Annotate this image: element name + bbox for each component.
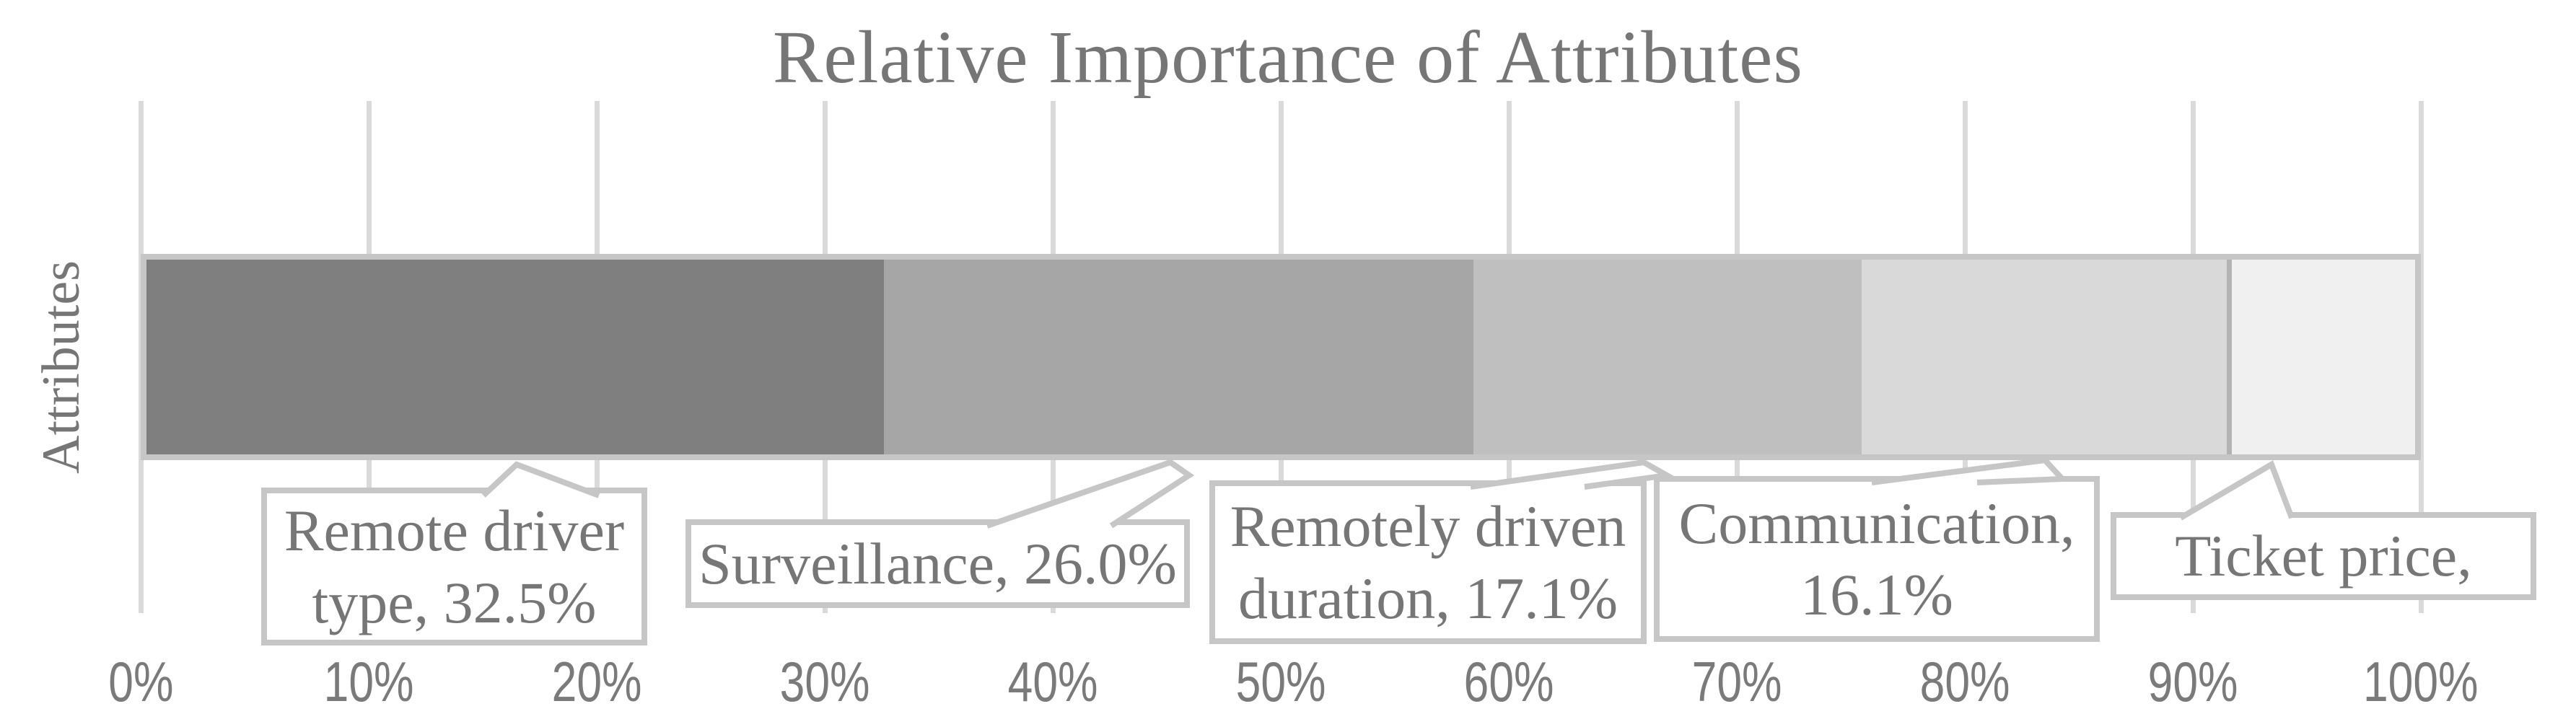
data-label-text-line: duration, 17.1%	[1237, 565, 1618, 631]
bar-segment-remote-driver-type	[146, 260, 884, 454]
x-tick-label-60pct: 60%	[1393, 649, 1624, 715]
x-tick-label-30pct: 30%	[709, 649, 940, 715]
bar-segment-ticket-price	[2227, 260, 2415, 454]
callout-leader-wedge-5	[2178, 460, 2295, 521]
x-tick-label-70pct: 70%	[1621, 649, 1852, 715]
data-label-text-line: Surveillance, 26.0%	[698, 530, 1177, 596]
x-tick-text: 50%	[1235, 650, 1326, 713]
data-label-text-line: Communication,	[1678, 490, 2075, 556]
data-label-callout-remotely-driven-duration: Remotely driven duration, 17.1%	[1209, 480, 1647, 644]
bar-segment-communication	[1861, 260, 2227, 454]
y-axis-title: Attributes	[32, 260, 91, 474]
data-label-text-line: type, 32.5%	[312, 569, 597, 635]
data-label-callout-surveillance: Surveillance, 26.0%	[685, 519, 1190, 608]
data-label-text-line: Ticket price,	[2175, 523, 2472, 589]
data-label-callout-remote-driver-type: Remote driver type, 32.5%	[261, 488, 647, 646]
x-tick-text: 30%	[779, 650, 870, 713]
x-tick-text: 0%	[108, 650, 174, 713]
x-tick-text: 10%	[323, 650, 414, 713]
x-tick-label-80pct: 80%	[1849, 649, 2080, 715]
x-tick-text: 20%	[551, 650, 642, 713]
x-tick-label-50pct: 50%	[1165, 649, 1396, 715]
stacked-bar-attributes	[141, 254, 2421, 460]
data-label-text-line: Remote driver	[284, 498, 625, 564]
x-tick-label-0pct: 0%	[25, 649, 256, 715]
x-tick-text: 100%	[2363, 650, 2479, 713]
x-tick-text: 80%	[1919, 650, 2010, 713]
x-tick-label-20pct: 20%	[481, 649, 712, 715]
x-tick-text: 40%	[1007, 650, 1098, 713]
gridline-100pct	[2418, 101, 2424, 613]
bar-segment-surveillance	[883, 260, 1474, 454]
x-tick-text: 60%	[1463, 650, 1554, 713]
data-label-text-line: Remotely driven	[1230, 493, 1626, 560]
callout-leader-wedge-2	[986, 459, 1195, 529]
data-label-callout-communication: Communication, 16.1%	[1654, 476, 2100, 642]
x-tick-text: 70%	[1691, 650, 1782, 713]
x-tick-text: 90%	[2147, 650, 2238, 713]
x-tick-label-10pct: 10%	[253, 649, 484, 715]
chart-title: Relative Importance of Attributes	[773, 16, 1803, 99]
x-tick-label-100pct: 100%	[2305, 649, 2536, 715]
x-tick-label-90pct: 90%	[2077, 649, 2308, 715]
data-label-callout-ticket-price: Ticket price,	[2111, 512, 2536, 600]
bar-segment-remotely-driven-duration	[1473, 260, 1862, 454]
data-label-text-line: 16.1%	[1800, 562, 1953, 627]
x-tick-label-40pct: 40%	[937, 649, 1168, 715]
